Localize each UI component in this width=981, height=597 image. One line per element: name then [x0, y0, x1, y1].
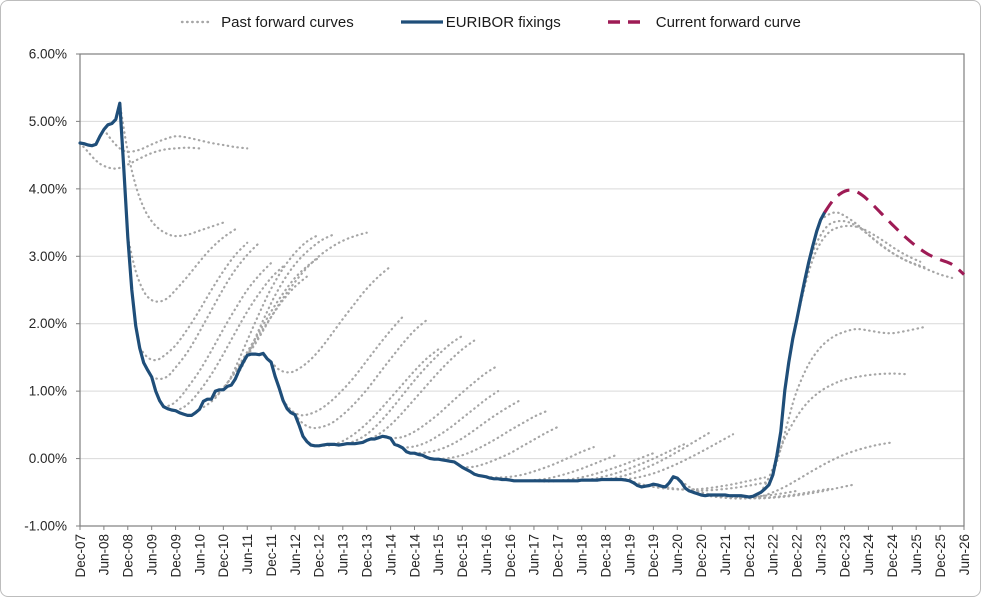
- x-tick-label: Jun-20: [670, 534, 685, 575]
- x-tick-label: Jun-17: [527, 534, 542, 575]
- x-tick-label: Dec-19: [646, 534, 661, 578]
- past-forward-curve: [234, 232, 336, 381]
- past-forward-curve: [413, 398, 524, 455]
- x-tick-label: Jun-26: [957, 534, 972, 575]
- y-tick-label: 2.00%: [29, 316, 67, 331]
- x-tick-label: Dec-16: [503, 534, 518, 578]
- y-tick-label: 6.00%: [29, 47, 67, 62]
- past-forward-curve: [509, 453, 619, 482]
- x-tick-label: Jun-13: [336, 534, 351, 575]
- solid-line-icon: [400, 20, 443, 24]
- past-forward-curve: [556, 442, 687, 482]
- plot-frame: [79, 53, 965, 527]
- y-tick-label: 1.00%: [29, 384, 67, 399]
- x-tick-label: Jun-19: [622, 534, 637, 575]
- legend-item-current-forward-curve: Current forward curve: [607, 15, 801, 30]
- past-forward-curve: [819, 211, 954, 279]
- y-tick-label: -1.00%: [24, 519, 67, 534]
- x-tick-label: Jun-24: [861, 534, 876, 576]
- x-tick-label: Dec-11: [264, 534, 279, 577]
- past-forward-curve: [246, 231, 368, 357]
- x-tick-label: Dec-15: [455, 534, 470, 578]
- past-forward-curve: [282, 315, 404, 417]
- x-tick-label: Jun-15: [431, 534, 446, 575]
- x-tick-label: Jun-21: [718, 534, 733, 575]
- x-tick-label: Jun-18: [575, 534, 590, 575]
- past-forward-curve: [126, 228, 237, 303]
- legend-label-current-forward-curve: Current forward curve: [655, 13, 801, 31]
- x-tick-label: Jun-09: [144, 534, 159, 575]
- past-forward-curve: [162, 261, 273, 408]
- y-tick-label: 0.00%: [29, 451, 67, 466]
- past-forward-curve: [293, 319, 428, 430]
- past-forward-curve: [771, 326, 926, 476]
- y-axis-labels: 6.00% 5.00% 4.00% 3.00% 2.00% 1.00% 0.00% -1.00…: [24, 47, 80, 534]
- past-forward-curve: [461, 425, 559, 469]
- dotted-line-icon: [180, 20, 214, 24]
- legend-item-past-forward-curves: Past forward curves: [180, 15, 354, 30]
- x-tick-label: Jun-08: [97, 534, 112, 575]
- gridlines: [80, 120, 964, 460]
- legend-label-past-forward-curves: Past forward curves: [221, 13, 354, 31]
- past-forward-curve: [365, 339, 476, 442]
- past-forward-curve: [652, 479, 774, 492]
- x-tick-label: Jun-16: [479, 534, 494, 575]
- x-tick-label: Dec-23: [837, 534, 852, 578]
- past-forward-curve: [807, 219, 930, 270]
- euribor-fixings-line: [78, 101, 827, 499]
- x-tick-label: Jun-12: [288, 534, 303, 575]
- past-forward-curve: [341, 334, 464, 446]
- y-tick-label: 5.00%: [29, 114, 67, 129]
- x-tick-label: Jun-25: [909, 534, 924, 575]
- x-tick-label: Dec-22: [790, 534, 805, 578]
- current-forward-curve-line: [823, 188, 966, 276]
- x-tick-label: Dec-21: [742, 534, 757, 578]
- past-forward-curve: [78, 141, 201, 170]
- past-forward-curve: [138, 241, 249, 362]
- legend-item-euribor-fixings: EURIBOR fixings: [400, 15, 561, 30]
- past-forward-curve: [437, 410, 547, 461]
- past-forward-curve: [150, 241, 261, 381]
- x-tick-label: Dec-17: [551, 534, 566, 578]
- x-tick-label: Dec-10: [216, 534, 231, 578]
- past-forward-curve: [317, 348, 440, 447]
- past-forward-curve: [118, 102, 225, 238]
- x-tick-label: Dec-14: [407, 534, 422, 578]
- x-tick-label: Jun-23: [813, 534, 828, 575]
- x-tick-label: Dec-24: [885, 534, 900, 578]
- past-forward-curve: [604, 433, 735, 481]
- past-forward-curve: [485, 446, 595, 479]
- x-tick-label: Jun-14: [383, 534, 398, 576]
- y-tick-label: 4.00%: [29, 181, 67, 196]
- x-tick-label: Jun-10: [192, 534, 207, 575]
- past-forward-curve: [759, 372, 910, 494]
- x-tick-label: Jun-22: [766, 534, 781, 575]
- past-forward-curve: [401, 390, 500, 449]
- x-tick-label: Dec-25: [933, 534, 948, 578]
- past-forward-curve: [389, 364, 500, 440]
- x-tick-label: Dec-18: [598, 534, 613, 578]
- dashed-line-icon: [607, 20, 648, 24]
- x-tick-label: Dec-13: [360, 534, 375, 578]
- x-tick-label: Dec-09: [168, 534, 183, 578]
- past-forward-curves: [78, 102, 954, 500]
- x-tick-label: Dec-12: [312, 534, 327, 578]
- x-axis-labels: Dec-07 Jun-08 Dec-08 Jun-09 Dec-09 Jun-10 Dec-…: [73, 526, 972, 578]
- chart-legend: Past forward curves EURIBOR fixings Curr…: [1, 9, 980, 35]
- past-forward-curve: [174, 265, 285, 412]
- x-tick-label: Dec-08: [121, 534, 136, 578]
- past-forward-curve: [747, 441, 894, 499]
- x-tick-label: Dec-07: [73, 534, 88, 578]
- x-tick-label: Dec-20: [694, 534, 709, 578]
- past-forward-curve: [222, 233, 320, 391]
- legend-label-euribor-fixings: EURIBOR fixings: [445, 13, 561, 31]
- past-forward-curve: [270, 265, 392, 374]
- y-tick-label: 3.00%: [29, 249, 67, 264]
- x-tick-label: Jun-11: [240, 534, 255, 574]
- past-forward-curve: [102, 128, 249, 153]
- past-forward-curve: [628, 476, 766, 491]
